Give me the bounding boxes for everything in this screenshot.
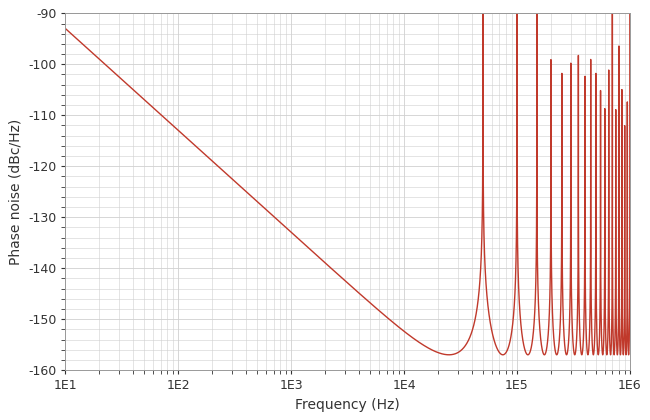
X-axis label: Frequency (Hz): Frequency (Hz) (295, 398, 400, 412)
Y-axis label: Phase noise (dBc/Hz): Phase noise (dBc/Hz) (8, 118, 22, 265)
